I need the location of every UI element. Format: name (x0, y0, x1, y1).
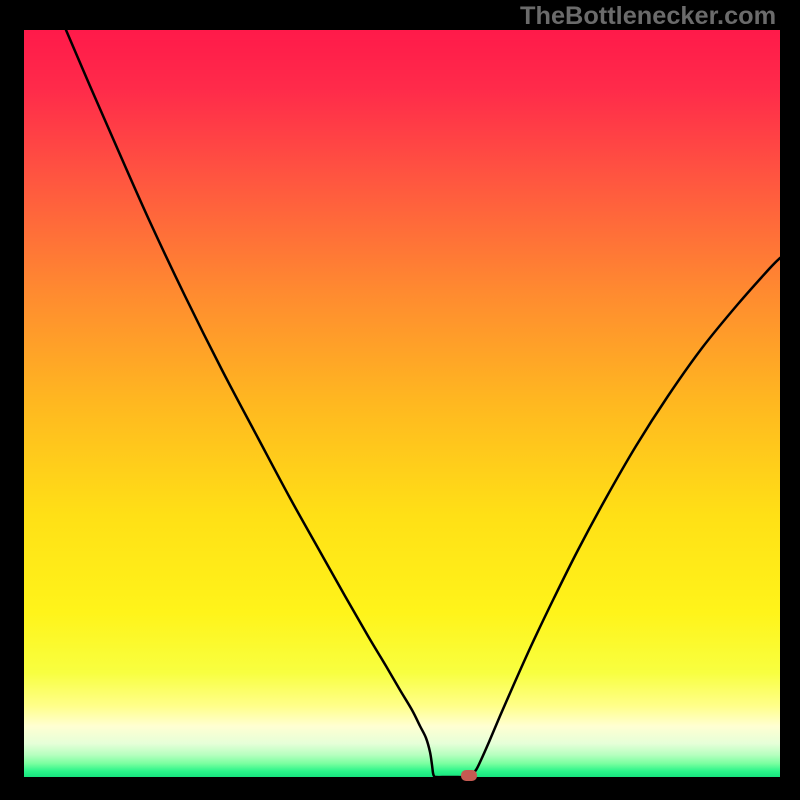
curve-layer (24, 30, 780, 777)
chart-frame: TheBottlenecker.com (0, 0, 800, 800)
attribution-text: TheBottlenecker.com (520, 2, 776, 31)
bottleneck-curve (66, 30, 780, 777)
plot-area (24, 30, 780, 777)
optimal-marker (461, 770, 477, 781)
